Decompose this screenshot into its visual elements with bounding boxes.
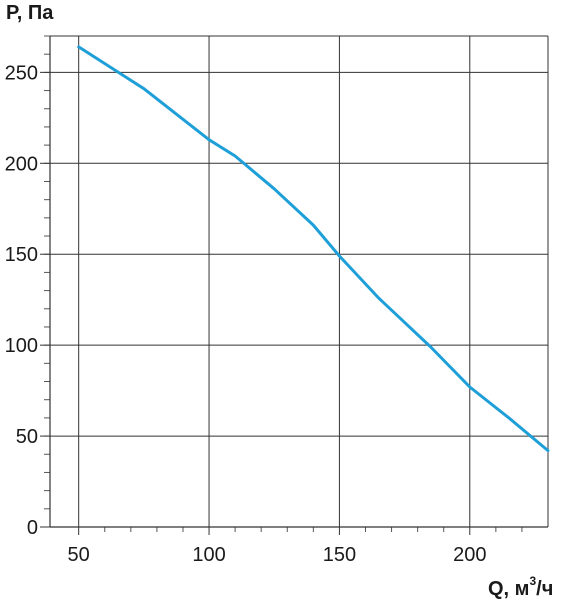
x-tick-label: 150: [323, 544, 356, 566]
y-tick-label: 250: [5, 62, 38, 84]
x-tick-label: 200: [453, 544, 486, 566]
y-tick-label: 100: [5, 335, 38, 357]
y-tick-label: 200: [5, 153, 38, 175]
x-axis-title-main: Q, м: [488, 578, 529, 600]
x-axis-title-tail: /ч: [536, 578, 553, 600]
y-axis-title: P, Па: [6, 2, 54, 24]
tick-labels: 0 50 100 150 200 250 50 100 150 200: [5, 62, 487, 566]
grid: [40, 36, 548, 535]
x-axis-title: Q, м3/ч: [488, 574, 553, 600]
x-axis-title-sup: 3: [529, 574, 536, 588]
axes: [49, 35, 549, 528]
x-tick-label: 50: [68, 544, 90, 566]
y-tick-label: 0: [27, 517, 38, 539]
y-tick-label: 150: [5, 244, 38, 266]
pressure-flow-curve: [77, 45, 550, 453]
y-minor-ticks: [44, 35, 523, 532]
x-tick-label: 100: [192, 544, 225, 566]
y-tick-label: 50: [16, 426, 38, 448]
